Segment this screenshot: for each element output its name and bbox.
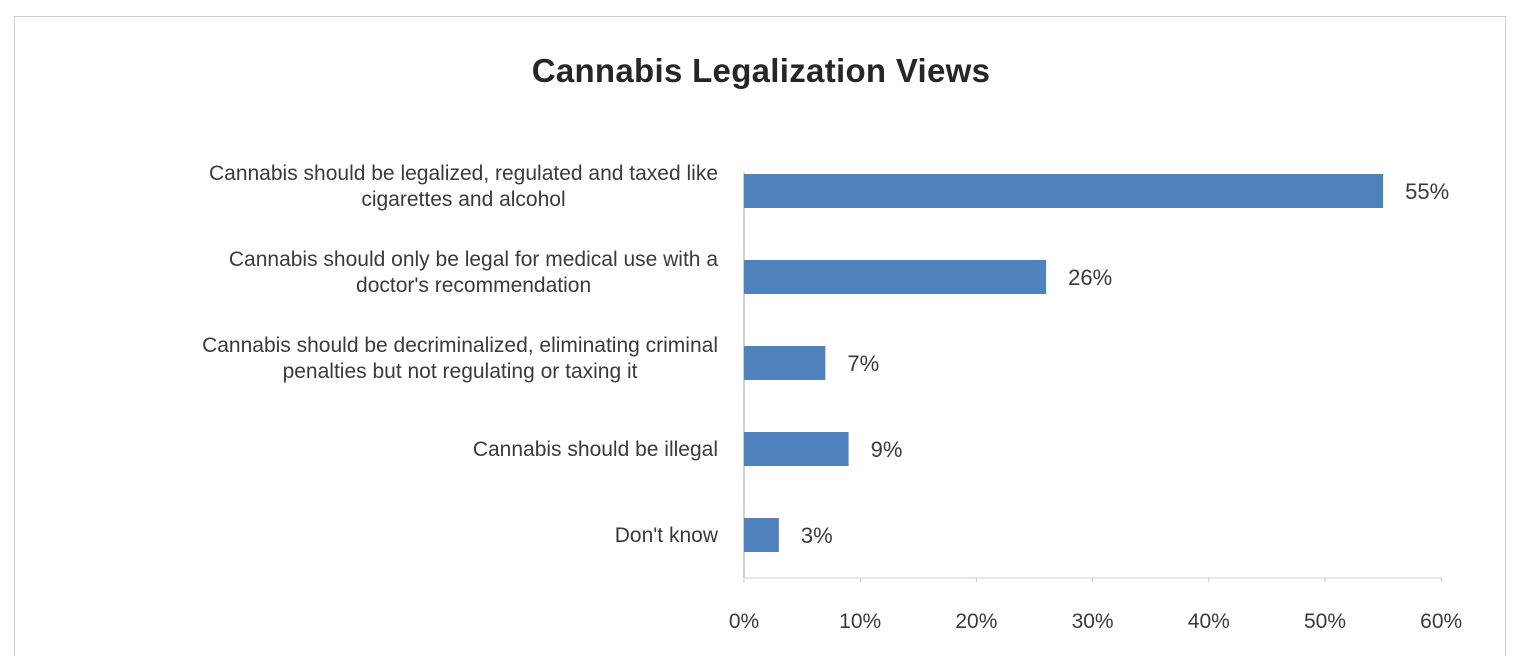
category-label: Cannabis should only be legal for medica… xyxy=(229,248,718,271)
data-label: 26% xyxy=(1068,265,1112,290)
data-label: 7% xyxy=(847,351,879,376)
x-tick-label: 30% xyxy=(1072,610,1114,633)
category-label: doctor's recommendation xyxy=(356,274,591,297)
category-label: Cannabis should be illegal xyxy=(473,438,718,461)
x-tick-label: 60% xyxy=(1420,610,1462,633)
data-label: 55% xyxy=(1405,179,1449,204)
bar xyxy=(744,518,779,552)
x-tick-label: 20% xyxy=(955,610,997,633)
x-tick-label: 0% xyxy=(729,610,759,633)
bar xyxy=(744,260,1047,294)
x-tick-label: 40% xyxy=(1188,610,1230,633)
bar xyxy=(744,346,826,380)
bar xyxy=(744,174,1384,208)
category-label: Don't know xyxy=(615,524,719,547)
category-label: penalties but not regulating or taxing i… xyxy=(283,360,638,383)
x-tick-label: 50% xyxy=(1304,610,1346,633)
category-label: Cannabis should be decriminalized, elimi… xyxy=(202,334,718,357)
category-label: Cannabis should be legalized, regulated … xyxy=(209,162,718,185)
x-tick-label: 10% xyxy=(839,610,881,633)
chart-title: Cannabis Legalization Views xyxy=(531,52,991,89)
data-label: 9% xyxy=(871,437,903,462)
bar xyxy=(744,432,849,466)
category-label: cigarettes and alcohol xyxy=(361,188,565,211)
data-label: 3% xyxy=(801,523,833,548)
